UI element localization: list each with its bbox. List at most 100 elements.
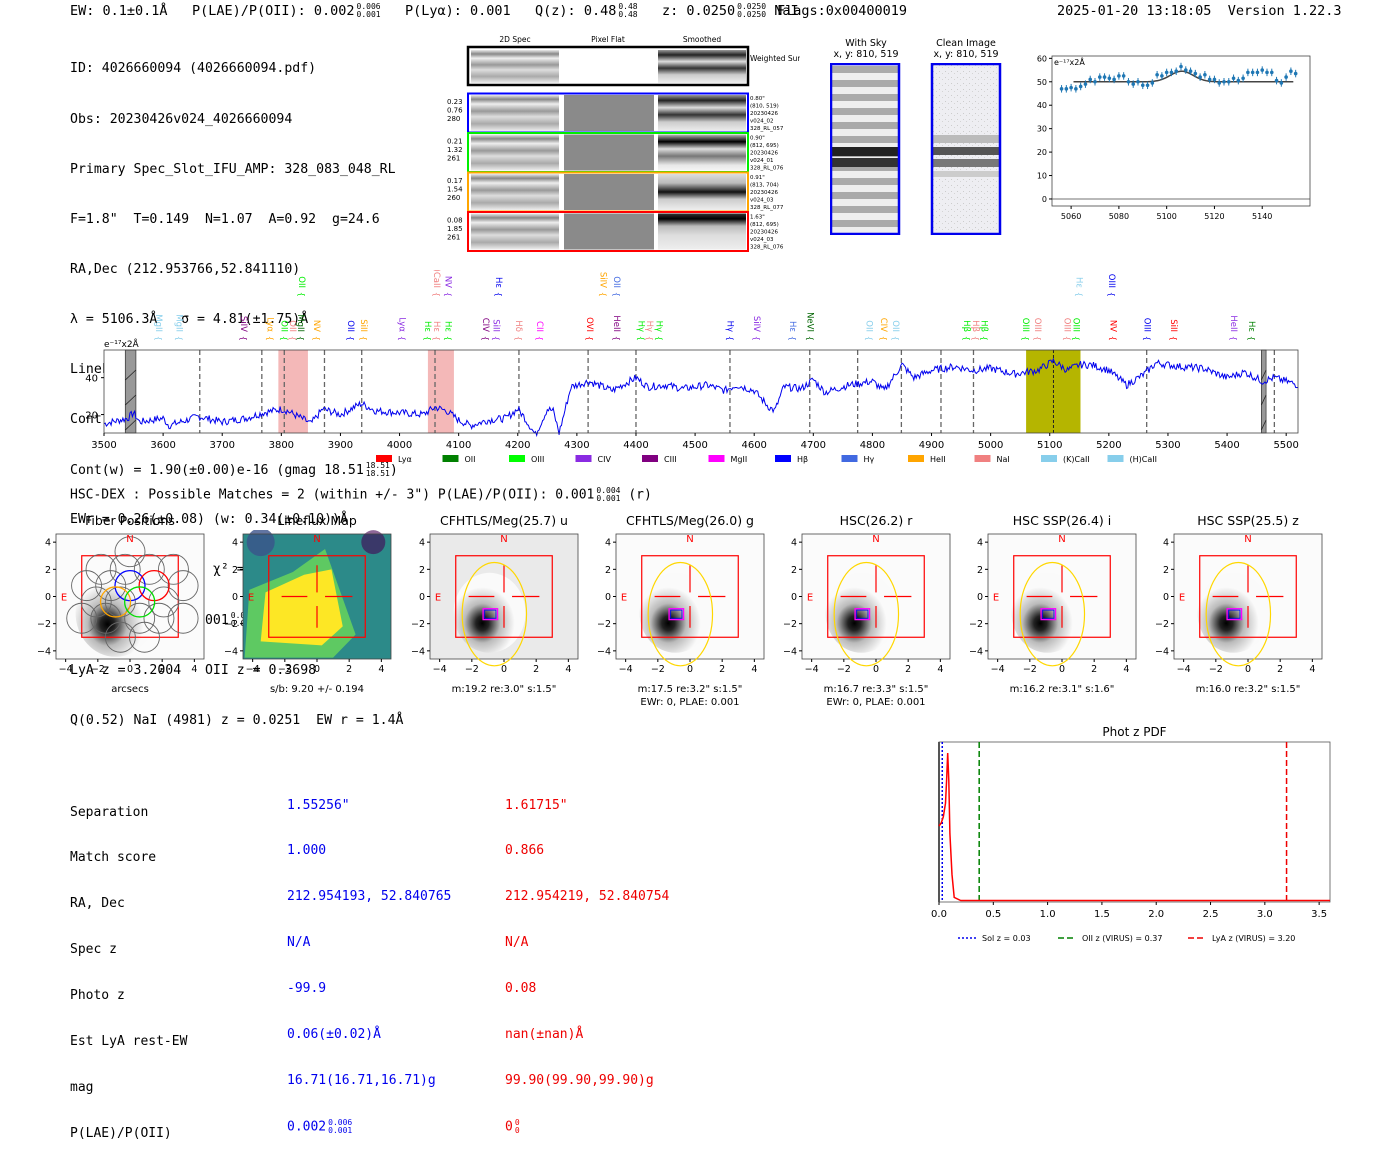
svg-text:Hε: Hε (422, 321, 432, 332)
cutout-2dspec (471, 174, 559, 210)
cutout-header-smoothed: Smoothed (683, 35, 722, 44)
line-id-label: Hδ { (513, 320, 523, 341)
svg-text:HeII: HeII (1228, 315, 1238, 332)
cutout-2dspec (471, 95, 559, 131)
header-timestamp-version: 2025-01-20 13:18:05 Version 1.22.3 (1057, 3, 1342, 19)
source-blob (1197, 572, 1270, 653)
line-id-label: Hβ { (979, 320, 989, 341)
x-tick-label: −2 (278, 664, 292, 675)
fiber-circle (104, 621, 136, 653)
cutout-meta: (812, 695) (750, 222, 779, 228)
line-id-label: OIII { (1061, 318, 1071, 341)
x-tick-label: 4900 (919, 440, 944, 451)
data-point (1121, 74, 1126, 78)
x-tick-label: 5200 (1096, 440, 1121, 451)
svg-text:OIII: OIII (1070, 318, 1080, 332)
cutout-header-2dspec: 2D Spec (499, 35, 530, 44)
svg-text:Hε: Hε (1073, 277, 1083, 288)
svg-text:{: { (1247, 336, 1256, 341)
line-id-label-upper: OII { (611, 276, 621, 297)
data-point (1136, 79, 1140, 84)
y-tick-label: 40 (85, 374, 98, 385)
x-tick-label: 4 (1309, 664, 1315, 675)
y-tick-label: 2 (45, 565, 51, 576)
line-id-label: Hε { (1246, 321, 1256, 341)
hatch-line (125, 369, 137, 381)
legend-swatch (442, 455, 459, 462)
svg-text:SiII: SiII (490, 319, 500, 332)
hatch-line (1260, 369, 1267, 381)
y-tick-label: 20 (1037, 148, 1047, 157)
svg-text:Hε: Hε (443, 321, 453, 332)
y-tick-label: 4 (232, 538, 238, 549)
image-panel: N E −4 −4 −2 −2 0 0 2 2 4 4 (784, 533, 951, 675)
line-id-label: MgII { (174, 314, 184, 341)
legend-swatch (1107, 455, 1124, 462)
info-line: F=1.8" T=0.149 N=1.07 A=0.92 g=24.6 (70, 211, 380, 227)
svg-text:OIII: OIII (1020, 318, 1030, 332)
cutout-meta: 328_RL_076 (750, 166, 784, 172)
header-z-line: NaI (774, 3, 799, 19)
label-ra-dec: RA, Dec (70, 896, 125, 912)
svg-text:{: { (279, 336, 288, 341)
data-point (1255, 70, 1260, 75)
y-tick-label: −2 (784, 619, 797, 630)
line-id-label-upper: Hε { (1073, 277, 1083, 297)
y-tick-label: 0 (1042, 195, 1047, 204)
cutout-meta: 328_RL_077 (750, 205, 784, 211)
data-point (1198, 75, 1202, 79)
y-tick-label: 60 (1037, 54, 1047, 63)
compass-north: N (686, 534, 693, 545)
svg-text:OII: OII (296, 276, 306, 288)
line-id-label: OII { (345, 320, 355, 341)
hatch-line (1260, 394, 1267, 406)
match-marker-inner (670, 609, 683, 619)
catalog-ellipse (647, 561, 714, 667)
data-point (1246, 70, 1250, 75)
panel-title: HSC(26.2) r (839, 513, 913, 528)
header-flags: Flags:0x00400019 (777, 3, 908, 19)
line-id-label: Hε { (787, 321, 797, 341)
x-tick-label: 5140 (1252, 212, 1272, 221)
line-id-label: Hγ { (654, 321, 664, 341)
legend-swatch (775, 455, 791, 462)
match-marker (1226, 608, 1243, 621)
legend-swatch (974, 455, 991, 462)
line-id-label: Hε { (431, 321, 441, 341)
svg-text:CIV: CIV (878, 318, 888, 332)
data-point (1088, 77, 1093, 82)
clean-image (930, 63, 1002, 235)
header-ew: EW: 0.1±0.1Å (70, 3, 168, 19)
svg-text:{: { (346, 336, 355, 341)
svg-text:{: { (612, 336, 621, 341)
compass-east: E (621, 593, 627, 604)
legend-swatch (841, 455, 858, 462)
data-point (1188, 69, 1193, 74)
cutout-meta: 20230426 (750, 111, 778, 117)
svg-text:Hε: Hε (1246, 321, 1256, 332)
x-tick-label: 2 (719, 664, 725, 675)
svg-text:Hε: Hε (431, 321, 441, 332)
line-id-label: Hγ { (644, 321, 654, 341)
match-marker (482, 608, 499, 621)
x-tick-label: 2 (533, 664, 539, 675)
cutout-stat: 1.54 (447, 186, 463, 194)
line-id-label: NV { (1108, 320, 1118, 341)
header-qz: Q(z): 0.48 (535, 3, 617, 19)
cutout-meta: (812, 695) (750, 143, 779, 149)
svg-text:{: { (864, 336, 873, 341)
y-axis-label: e⁻¹⁷x2Å (1054, 56, 1085, 67)
x-tick-label: 5120 (1204, 212, 1224, 221)
x-tick-label: 2 (1277, 664, 1283, 675)
lineflux-low (361, 530, 386, 555)
cutout-meta: 1.63" (750, 215, 765, 221)
label-spec-z: Spec z (70, 942, 117, 958)
match-marker-inner (856, 609, 869, 619)
cutout-meta: (810, 519) (750, 104, 779, 110)
x-tick-label: 2 (346, 664, 352, 675)
svg-text:{: { (297, 292, 306, 297)
svg-text:SiIV: SiIV (751, 316, 761, 332)
data-point (1160, 74, 1164, 78)
line-id-label-upper: Hε { (493, 277, 503, 297)
